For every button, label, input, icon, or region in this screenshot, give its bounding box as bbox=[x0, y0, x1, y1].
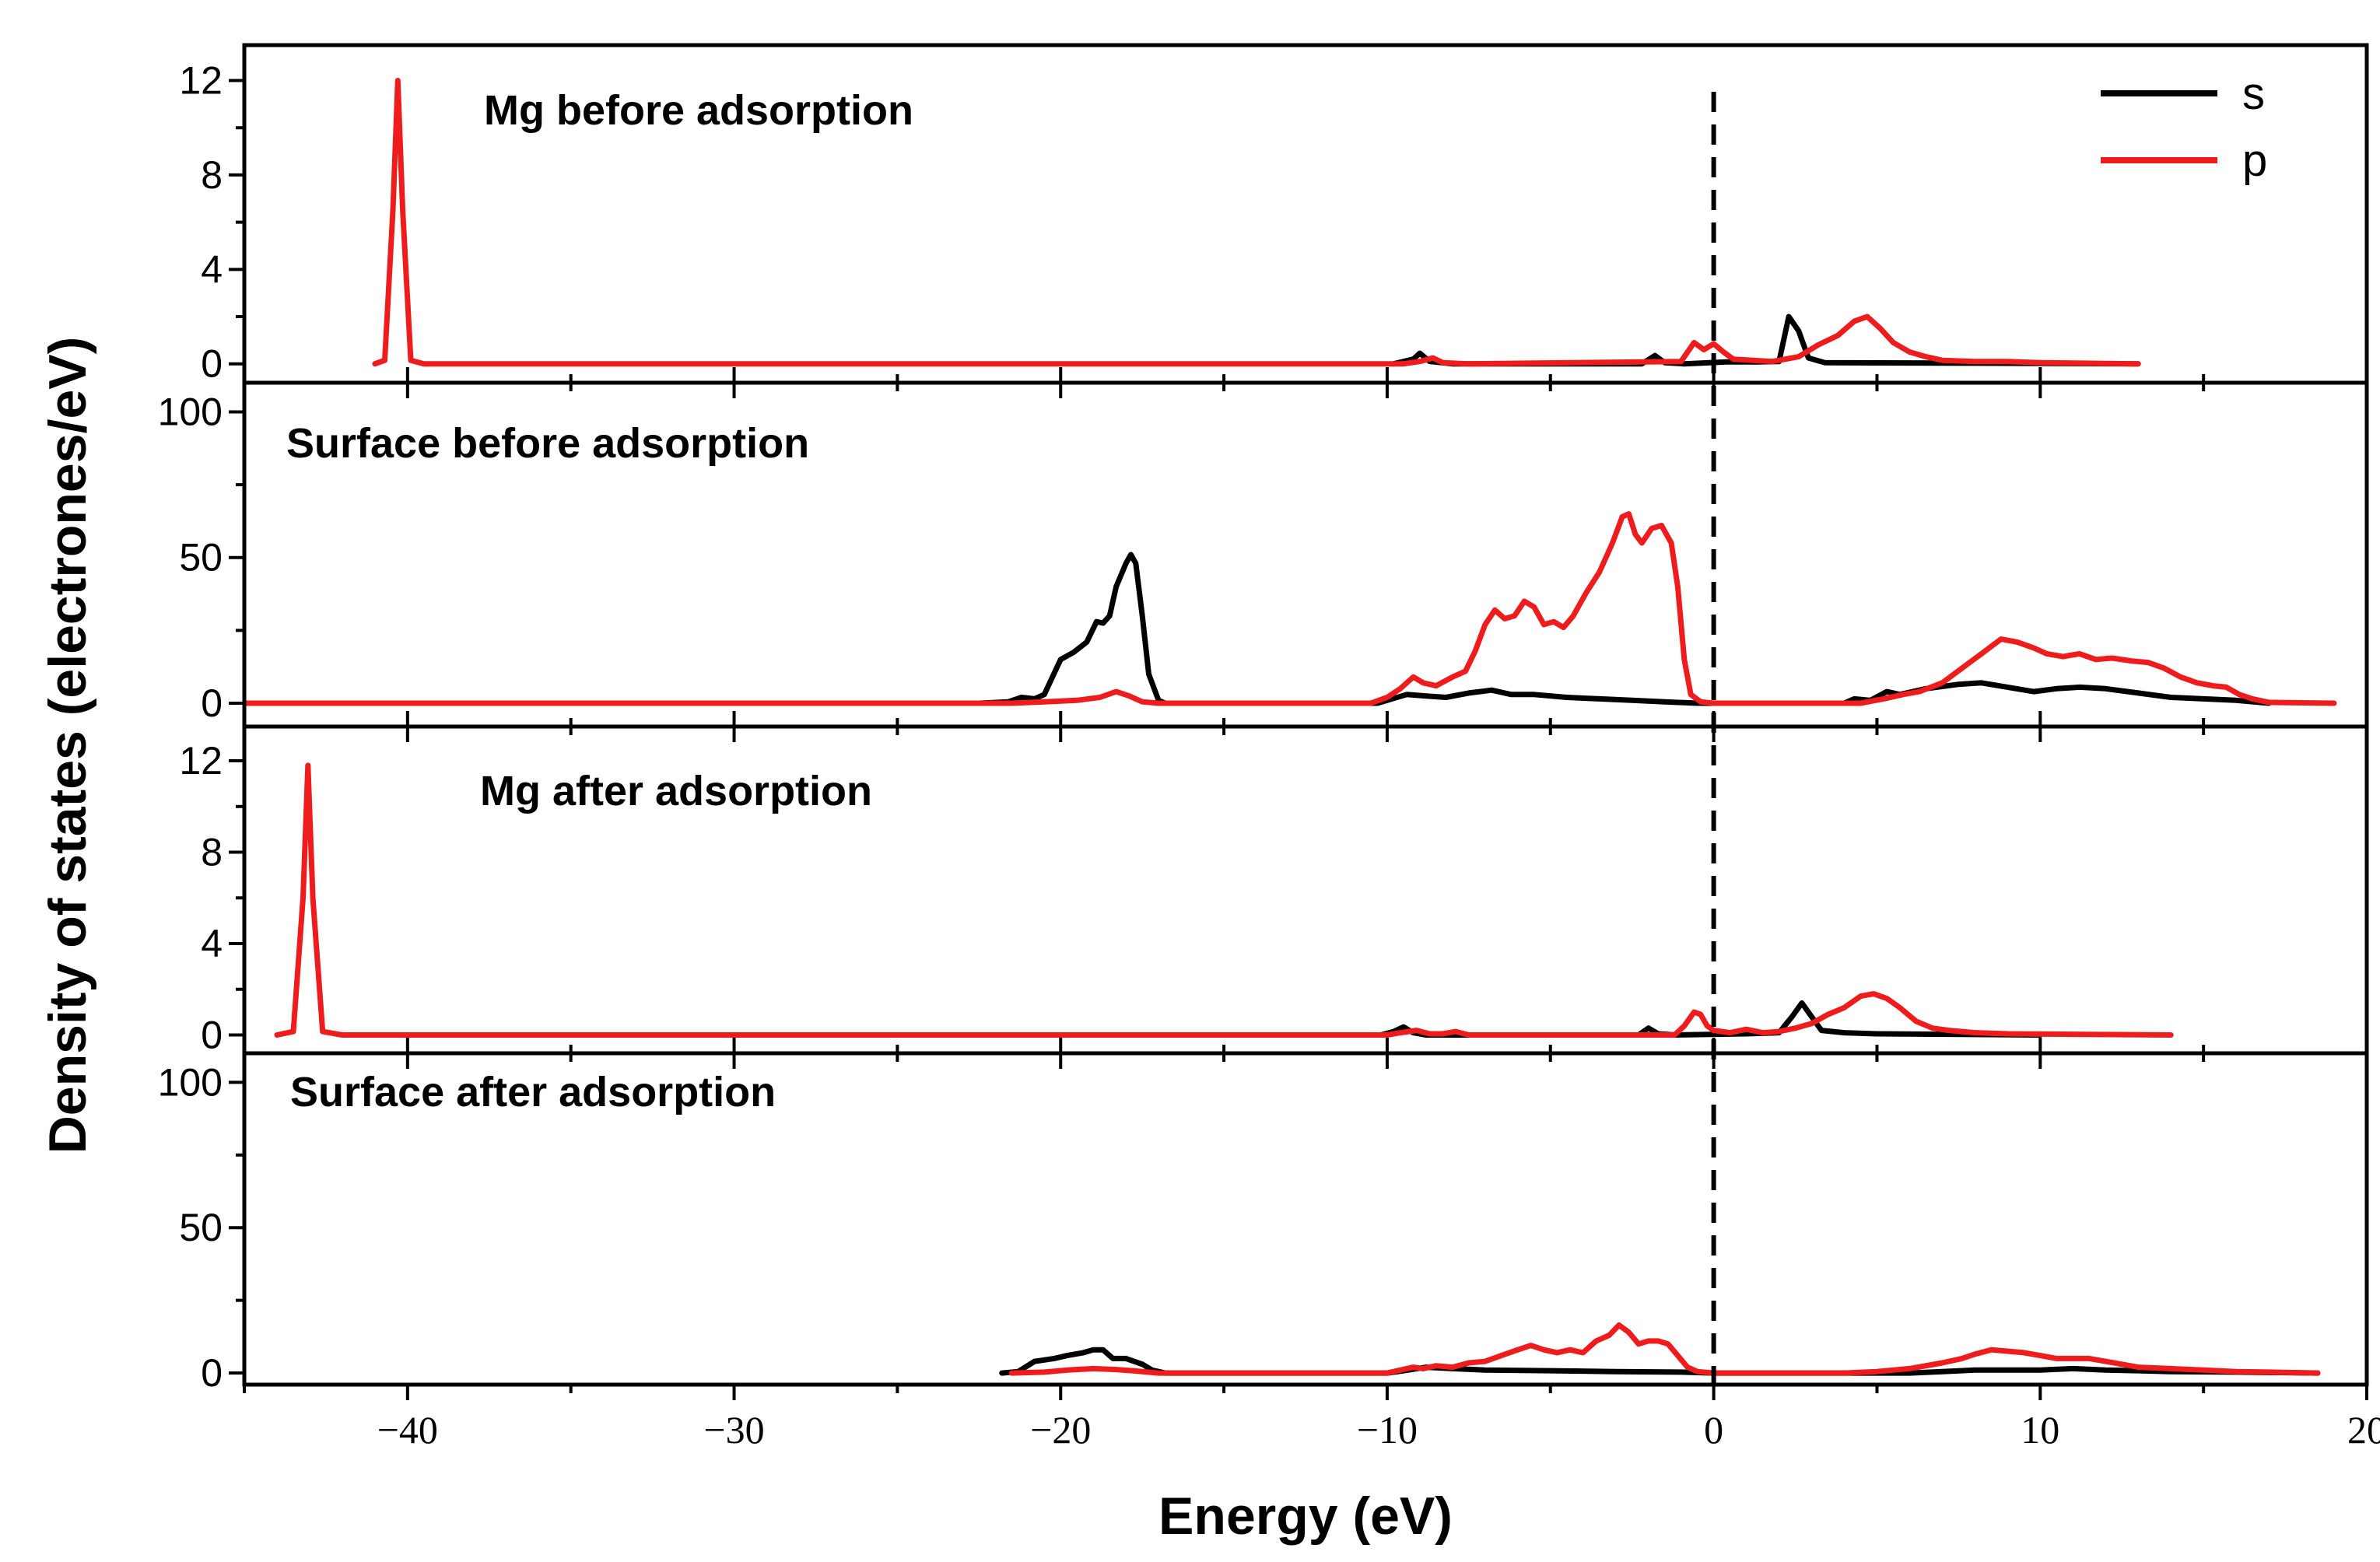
panel-2-y-tick-label: 50 bbox=[179, 536, 223, 580]
panel-1-title: Mg before adsorption bbox=[484, 87, 913, 134]
panel-2-series-p bbox=[241, 511, 2337, 706]
panel-2-y-tick-label: 0 bbox=[201, 681, 223, 725]
panel-1-y-tick-label: 12 bbox=[179, 59, 223, 103]
panel-2-title: Surface before adsorption bbox=[286, 420, 809, 467]
panel-3-y-tick-label: 0 bbox=[201, 1014, 223, 1057]
panels-layer: 0 4 8 12 Mg before adsorption 0 50 100 Surface b… bbox=[158, 43, 2369, 1395]
panel-1: 0 4 8 12 Mg before adsorption bbox=[179, 43, 2369, 386]
x-tick-label: 10 bbox=[2021, 1408, 2059, 1452]
panel-3-y-tick-label: 4 bbox=[201, 922, 223, 965]
panel-3-title: Mg after adsorption bbox=[480, 768, 872, 814]
panel-1-series-p bbox=[372, 78, 2141, 367]
panel-2-series-s bbox=[976, 552, 2272, 706]
panel-1-y-tick-label: 4 bbox=[201, 247, 223, 291]
panel-2: 0 50 100 Surface before adsorption bbox=[158, 380, 2369, 729]
panel-1-series-s bbox=[1390, 313, 2141, 367]
x-tick-label: 0 bbox=[1704, 1408, 1723, 1452]
legend-label-p: p bbox=[2242, 135, 2267, 186]
panel-4-y-tick-label: 50 bbox=[179, 1206, 223, 1249]
y-axis-title: Density of states (electrones/eV) bbox=[38, 337, 97, 1154]
x-axis: −40 −30 −20 −10 0 10 20 bbox=[243, 1385, 2380, 1452]
panel-4-series-p bbox=[1008, 1322, 2321, 1376]
x-tick-label: −20 bbox=[1030, 1408, 1091, 1452]
x-axis-title: Energy (eV) bbox=[1158, 1487, 1453, 1546]
panel-3-y-tick-label: 12 bbox=[179, 739, 223, 783]
panel-1-y-tick-label: 8 bbox=[201, 153, 223, 197]
panel-4-y-tick-label: 0 bbox=[201, 1351, 223, 1395]
panel-2-y-tick-label: 100 bbox=[158, 390, 223, 433]
panel-4-title: Surface after adsorption bbox=[290, 1069, 776, 1115]
x-tick-label: 20 bbox=[2347, 1408, 2380, 1452]
panel-1-y-tick-label: 0 bbox=[201, 342, 223, 386]
panel-4-frame bbox=[242, 1051, 2369, 1387]
legend-label-s: s bbox=[2242, 68, 2265, 119]
x-tick-label: −40 bbox=[377, 1408, 438, 1452]
panel-3-series-p bbox=[274, 762, 2174, 1038]
panel-4-y-tick-label: 100 bbox=[158, 1060, 223, 1104]
panel-4: 0 50 100 Surface after adsorption bbox=[158, 1051, 2369, 1395]
panel-3-y-tick-label: 8 bbox=[201, 831, 223, 874]
x-tick-label: −30 bbox=[703, 1408, 764, 1452]
x-tick-label: −10 bbox=[1357, 1408, 1418, 1452]
panel-3: 0 4 8 12 Mg after adsorption bbox=[179, 724, 2369, 1057]
legend: sp bbox=[2101, 68, 2267, 186]
